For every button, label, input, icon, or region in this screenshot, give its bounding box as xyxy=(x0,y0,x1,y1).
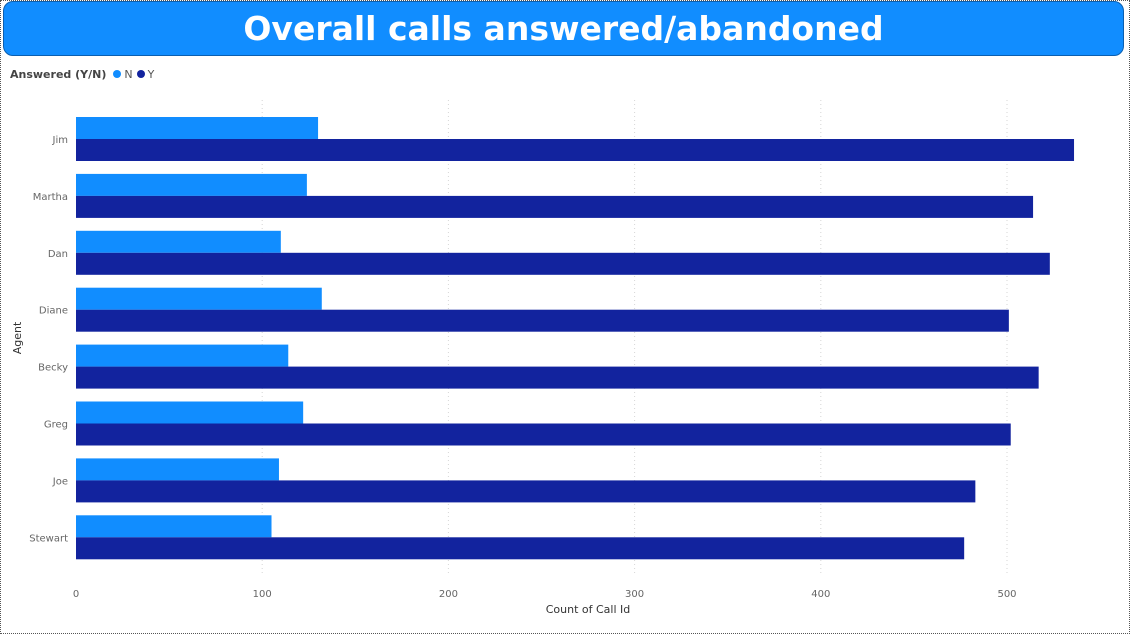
y-tick-label: Jim xyxy=(52,135,68,146)
x-tick-label: 400 xyxy=(811,589,830,600)
y-tick-label: Greg xyxy=(44,420,68,431)
bars xyxy=(76,117,1075,560)
y-axis-labels: Jim Martha Dan Diane Becky Greg Joe Stewart xyxy=(29,135,68,544)
legend-label-n: N xyxy=(124,67,133,81)
chart-title: Overall calls answered/abandoned xyxy=(243,9,884,48)
legend-item-y[interactable]: Y xyxy=(136,67,155,81)
x-tick-label: 0 xyxy=(73,589,79,600)
y-tick-label: Diane xyxy=(39,306,68,317)
y-tick-label: Stewart xyxy=(29,533,68,544)
bar-y-martha[interactable] xyxy=(76,195,1034,218)
title-banner: Overall calls answered/abandoned xyxy=(3,1,1124,56)
bar-n-joe[interactable] xyxy=(76,458,279,481)
legend-label-y: Y xyxy=(147,67,155,81)
y-tick-label: Dan xyxy=(48,249,68,260)
legend[interactable]: Answered (Y/N) N Y xyxy=(10,67,158,81)
bar-n-diane[interactable] xyxy=(76,287,322,310)
bar-y-diane[interactable] xyxy=(76,309,1009,332)
bar-y-joe[interactable] xyxy=(76,480,976,503)
y-tick-label: Martha xyxy=(33,192,68,203)
bar-y-stewart[interactable] xyxy=(76,537,965,560)
bar-y-becky[interactable] xyxy=(76,366,1039,389)
x-tick-label: 500 xyxy=(997,589,1016,600)
bar-n-stewart[interactable] xyxy=(76,515,272,538)
x-tick-label: 100 xyxy=(253,589,272,600)
x-axis-labels: 0 100 200 300 400 500 xyxy=(73,589,1017,600)
legend-item-n[interactable]: N xyxy=(113,67,133,81)
bar-n-becky[interactable] xyxy=(76,344,289,367)
gridlines xyxy=(261,100,1008,575)
x-tick-label: 300 xyxy=(625,589,644,600)
bar-n-jim[interactable] xyxy=(76,117,319,139)
y-axis-title: Agent xyxy=(11,321,24,354)
bar-n-greg[interactable] xyxy=(76,401,304,424)
x-tick-label: 200 xyxy=(439,589,458,600)
bar-y-dan[interactable] xyxy=(76,252,1050,275)
y-tick-label: Becky xyxy=(38,363,68,374)
bar-y-jim[interactable] xyxy=(76,139,1075,161)
x-axis-title: Count of Call Id xyxy=(546,603,631,616)
bar-y-greg[interactable] xyxy=(76,423,1011,446)
bar-n-dan[interactable] xyxy=(76,230,281,253)
legend-dot-y-icon xyxy=(136,70,145,78)
legend-title: Answered (Y/N) xyxy=(10,67,107,81)
y-tick-label: Joe xyxy=(52,476,68,487)
bar-n-martha[interactable] xyxy=(76,173,307,196)
legend-dot-n-icon xyxy=(113,70,122,78)
